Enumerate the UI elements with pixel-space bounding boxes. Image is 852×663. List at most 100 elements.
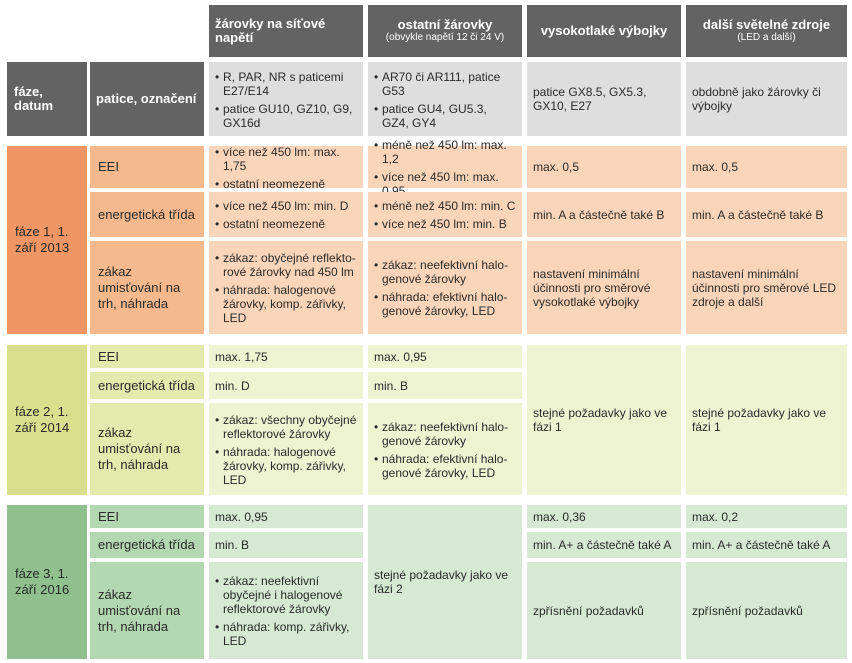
list-item: zákaz: neefektivní halo-genové žárovky bbox=[374, 420, 516, 448]
base-row-col3: patice GX8.5, GX5.3, GX10, E27 bbox=[527, 62, 681, 136]
list-item: zákaz: všechny obyčejné reflektorové žár… bbox=[215, 413, 357, 441]
list-item: náhrada: halogenové žárovky, komp. zářiv… bbox=[215, 445, 357, 487]
base-row-col2-list: AR70 či AR111, patice G53 patice GU4, GU… bbox=[374, 69, 516, 130]
list-item: zákaz: neefektivní halo-genové žárovky bbox=[374, 258, 516, 286]
phase3-ban-col1-list: zákaz: neefektivní obyčejné i halogenové… bbox=[215, 573, 357, 648]
list-item: ostatní neomezeně bbox=[215, 177, 357, 191]
phase3-col2: stejné požadavky jako ve fázi 2 bbox=[368, 505, 522, 659]
base-designation-header-text: patice, označení bbox=[96, 91, 197, 106]
phase1-ban-label: zákaz umisťování na trh, náhrada bbox=[90, 241, 204, 334]
header-other-bulbs-subtitle: (obvykle napětí 12 či 24 V) bbox=[385, 32, 505, 43]
phase3-class-col1: min. B bbox=[209, 532, 363, 558]
phase3-class-col4-text: min. A+ a částečně také A bbox=[692, 538, 831, 552]
header-other-sources-title: další světelné zdroje bbox=[702, 17, 831, 32]
phase3-class-label: energetická třída bbox=[90, 532, 204, 558]
list-item: více než 450 lm: min. B bbox=[374, 217, 516, 231]
phase1-ban-col4: nastavení minimální účinnosti pro směrov… bbox=[686, 241, 847, 334]
phase3-ban-label-text: zákaz umisťování na trh, náhrada bbox=[98, 586, 181, 634]
base-row-col2: AR70 či AR111, patice G53 patice GU4, GU… bbox=[368, 62, 522, 136]
header-other-sources: další světelné zdroje (LED a další) bbox=[686, 5, 847, 57]
phase3-eei-col3: max. 0,36 bbox=[527, 505, 681, 528]
phase1-class-col4: min. A a částečně také B bbox=[686, 192, 847, 237]
phase1-class-col2-list: méně než 450 lm: min. C více než 450 lm:… bbox=[374, 198, 516, 231]
phase2-class-label: energetická třída bbox=[90, 372, 204, 399]
phase1-class-col1-list: více než 450 lm: min. D ostatní neomezen… bbox=[215, 198, 357, 231]
phase3-ban-label: zákaz umisťování na trh, náhrada bbox=[90, 562, 204, 659]
phase2-col4: stejné požadavky jako ve fázi 1 bbox=[686, 345, 847, 495]
phase1-class-col4-text: min. A a částečně také B bbox=[692, 207, 824, 222]
phase2-col4-text: stejné požadavky jako ve fázi 1 bbox=[692, 406, 827, 434]
phase3-label-text: fáze 3, 1. září 2016 bbox=[15, 566, 70, 597]
list-item: méně než 450 lm: min. C bbox=[374, 199, 516, 213]
phase2-ban-col1-list: zákaz: všechny obyčejné reflektorové žár… bbox=[215, 412, 357, 487]
list-item: méně než 450 lm: max. 1,2 bbox=[374, 138, 516, 166]
phase1-label-text: fáze 1, 1. září 2013 bbox=[15, 224, 70, 255]
phase3-col2-text: stejné požadavky jako ve fázi 2 bbox=[374, 568, 509, 596]
phase3-class-col3-text: min. A+ a částečně také A bbox=[533, 538, 672, 552]
phase3-eei-col4-text: max. 0,2 bbox=[692, 509, 739, 524]
phase1-eei-col2-list: méně než 450 lm: max. 1,2 více než 450 l… bbox=[374, 137, 516, 198]
list-item: ostatní neomezeně bbox=[215, 217, 357, 231]
base-row-col4: obdobně jako žárovky či výbojky bbox=[686, 62, 847, 136]
phase2-eei-col2-text: max. 0,95 bbox=[374, 349, 427, 364]
phase3-ban-col4-text: zpřísnění požadavků bbox=[692, 603, 803, 618]
phase1-class-col3-text: min. A a částečně také B bbox=[533, 207, 665, 222]
phase2-eei-col1-text: max. 1,75 bbox=[215, 349, 268, 364]
phase1-eei-col4-text: max. 0,5 bbox=[692, 160, 739, 174]
phase1-ban-col1-list: zákaz: obyčejné reflekto-rové žárovky na… bbox=[215, 250, 357, 325]
phase1-ban-col2-list: zákaz: neefektivní halo-genové žárovky n… bbox=[374, 257, 516, 318]
list-item: náhrada: halogenové žárovky, komp. zářiv… bbox=[215, 283, 357, 325]
phase2-label: fáze 2, 1. září 2014 bbox=[7, 345, 87, 495]
phase1-eei-label: EEI bbox=[90, 146, 204, 188]
phase2-class-col1: min. D bbox=[209, 372, 363, 399]
phase1-class-label-text: energetická třída bbox=[98, 206, 195, 222]
phase2-col3-text: stejné požadavky jako ve fázi 1 bbox=[533, 406, 668, 434]
phase2-class-label-text: energetická třída bbox=[98, 377, 195, 393]
phase3-ban-col3-text: zpřísnění požadavků bbox=[533, 603, 644, 618]
phase2-label-text: fáze 2, 1. září 2014 bbox=[15, 404, 70, 435]
base-row-col4-text: obdobně jako žárovky či výbojky bbox=[692, 85, 821, 113]
phase1-ban-col3-text: nastavení minimální účinnosti pro směrov… bbox=[533, 266, 651, 309]
phase1-eei-col4: max. 0,5 bbox=[686, 146, 847, 188]
phase2-ban-label-text: zákaz umisťování na trh, náhrada bbox=[98, 425, 181, 472]
phase1-ban-col4-text: nastavení minimální účinnosti pro směrov… bbox=[692, 266, 837, 309]
list-item: náhrada: efektivní halo-genové žárovky, … bbox=[374, 452, 516, 480]
phase3-eei-col1: max. 0,95 bbox=[209, 505, 363, 528]
phase1-ban-col2: zákaz: neefektivní halo-genové žárovky n… bbox=[368, 241, 522, 334]
phase2-ban-col2: zákaz: neefektivní halo-genové žárovky n… bbox=[368, 403, 522, 495]
base-row-col1-list: R, PAR, NR s paticemi E27/E14 patice GU1… bbox=[215, 69, 357, 130]
phase2-class-col2-text: min. B bbox=[374, 378, 409, 393]
list-item: více než 450 lm: max. 1,75 bbox=[215, 145, 357, 173]
header-hid-lamps-text: vysokotlaké výbojky bbox=[540, 23, 668, 38]
phase3-eei-col4: max. 0,2 bbox=[686, 505, 847, 528]
phase3-eei-col1-text: max. 0,95 bbox=[215, 509, 268, 524]
phase2-eei-label-text: EEI bbox=[98, 348, 119, 364]
header-mains-bulbs-text: žárovky na síťové napětí bbox=[215, 16, 326, 45]
header-other-bulbs: ostatní žárovky (obvykle napětí 12 či 24… bbox=[368, 5, 522, 57]
phase3-class-col1-text: min. B bbox=[215, 538, 250, 552]
header-hid-lamps: vysokotlaké výbojky bbox=[527, 5, 681, 57]
base-row-col1: R, PAR, NR s paticemi E27/E14 patice GU1… bbox=[209, 62, 363, 136]
base-designation-header: patice, označení bbox=[90, 62, 204, 136]
list-item: zákaz: obyčejné reflekto-rové žárovky na… bbox=[215, 251, 357, 279]
phase3-ban-col3: zpřísnění požadavků bbox=[527, 562, 681, 659]
phase1-class-label: energetická třída bbox=[90, 192, 204, 237]
base-row-col3-text: patice GX8.5, GX5.3, GX10, E27 bbox=[533, 85, 647, 113]
phase3-eei-label: EEI bbox=[90, 505, 204, 528]
phase3-eei-label-text: EEI bbox=[98, 508, 119, 524]
phase2-ban-col1: zákaz: všechny obyčejné reflektorové žár… bbox=[209, 403, 363, 495]
phase1-ban-col1: zákaz: obyčejné reflekto-rové žárovky na… bbox=[209, 241, 363, 334]
header-other-sources-subtitle: (LED a další) bbox=[737, 32, 796, 43]
phase1-eei-col3-text: max. 0,5 bbox=[533, 160, 580, 174]
phase3-ban-col4: zpřísnění požadavků bbox=[686, 562, 847, 659]
phase1-eei-col1-list: více než 450 lm: max. 1,75 ostatní neome… bbox=[215, 144, 357, 191]
phase3-class-label-text: energetická třída bbox=[98, 537, 195, 552]
phase2-class-col2: min. B bbox=[368, 372, 522, 399]
header-mains-bulbs: žárovky na síťové napětí bbox=[209, 5, 363, 57]
phase3-label: fáze 3, 1. září 2016 bbox=[7, 505, 87, 659]
phase2-eei-col2: max. 0,95 bbox=[368, 345, 522, 368]
list-item: náhrada: efektivní halo-genové žárovky, … bbox=[374, 290, 516, 318]
phase-date-header: fáze, datum bbox=[7, 62, 87, 136]
list-item: R, PAR, NR s paticemi E27/E14 bbox=[215, 70, 357, 98]
